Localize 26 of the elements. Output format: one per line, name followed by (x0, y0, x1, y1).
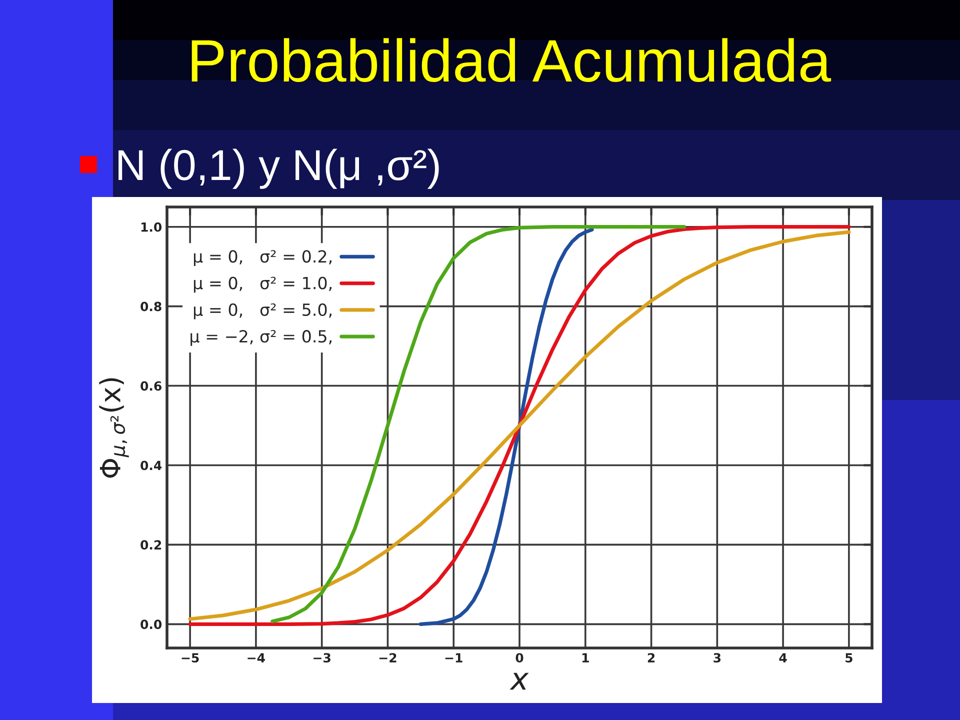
x-tick-label: −4 (248, 653, 265, 662)
x-tick-label: 2 (648, 653, 655, 662)
x-tick-label: −2 (379, 653, 396, 662)
y-axis-title: Φ$_{μ,σ²}$(x) (99, 378, 129, 478)
x-tick-label: 1 (582, 653, 589, 662)
x-axis-title: x (510, 672, 529, 690)
chart-title: Probabilidad Acumulada (192, 38, 832, 82)
legend-label: μ = 0, σ² = 0.2, (194, 250, 332, 266)
line-series (418, 228, 594, 626)
legend-label: μ = 0, σ² = 5.0, (194, 303, 332, 320)
chart-subtitle: N (0,1) y N(μ ,σ²) (118, 148, 439, 189)
y-tick-label: 0.0 (140, 620, 162, 630)
x-tick-label: 0 (516, 653, 524, 663)
y-tick-label: 0.8 (140, 302, 162, 312)
legend-label: μ = −2, σ² = 0.5, (190, 330, 332, 346)
x-tick-label: −1 (445, 653, 462, 662)
y-tick-label: 0.2 (140, 540, 162, 550)
x-tick-label: −5 (182, 653, 199, 663)
x-tick-label: −3 (314, 653, 330, 663)
y-tick-label: 0.6 (140, 381, 162, 391)
x-tick-label: 4 (779, 653, 787, 662)
y-tick-label: 1.0 (141, 222, 162, 232)
x-tick-label: 3 (714, 653, 721, 663)
legend-label: μ = 0, σ² = 1.0, (194, 276, 332, 293)
y-tick-label: 0.4 (140, 460, 162, 470)
x-tick-label: 5 (846, 653, 852, 663)
